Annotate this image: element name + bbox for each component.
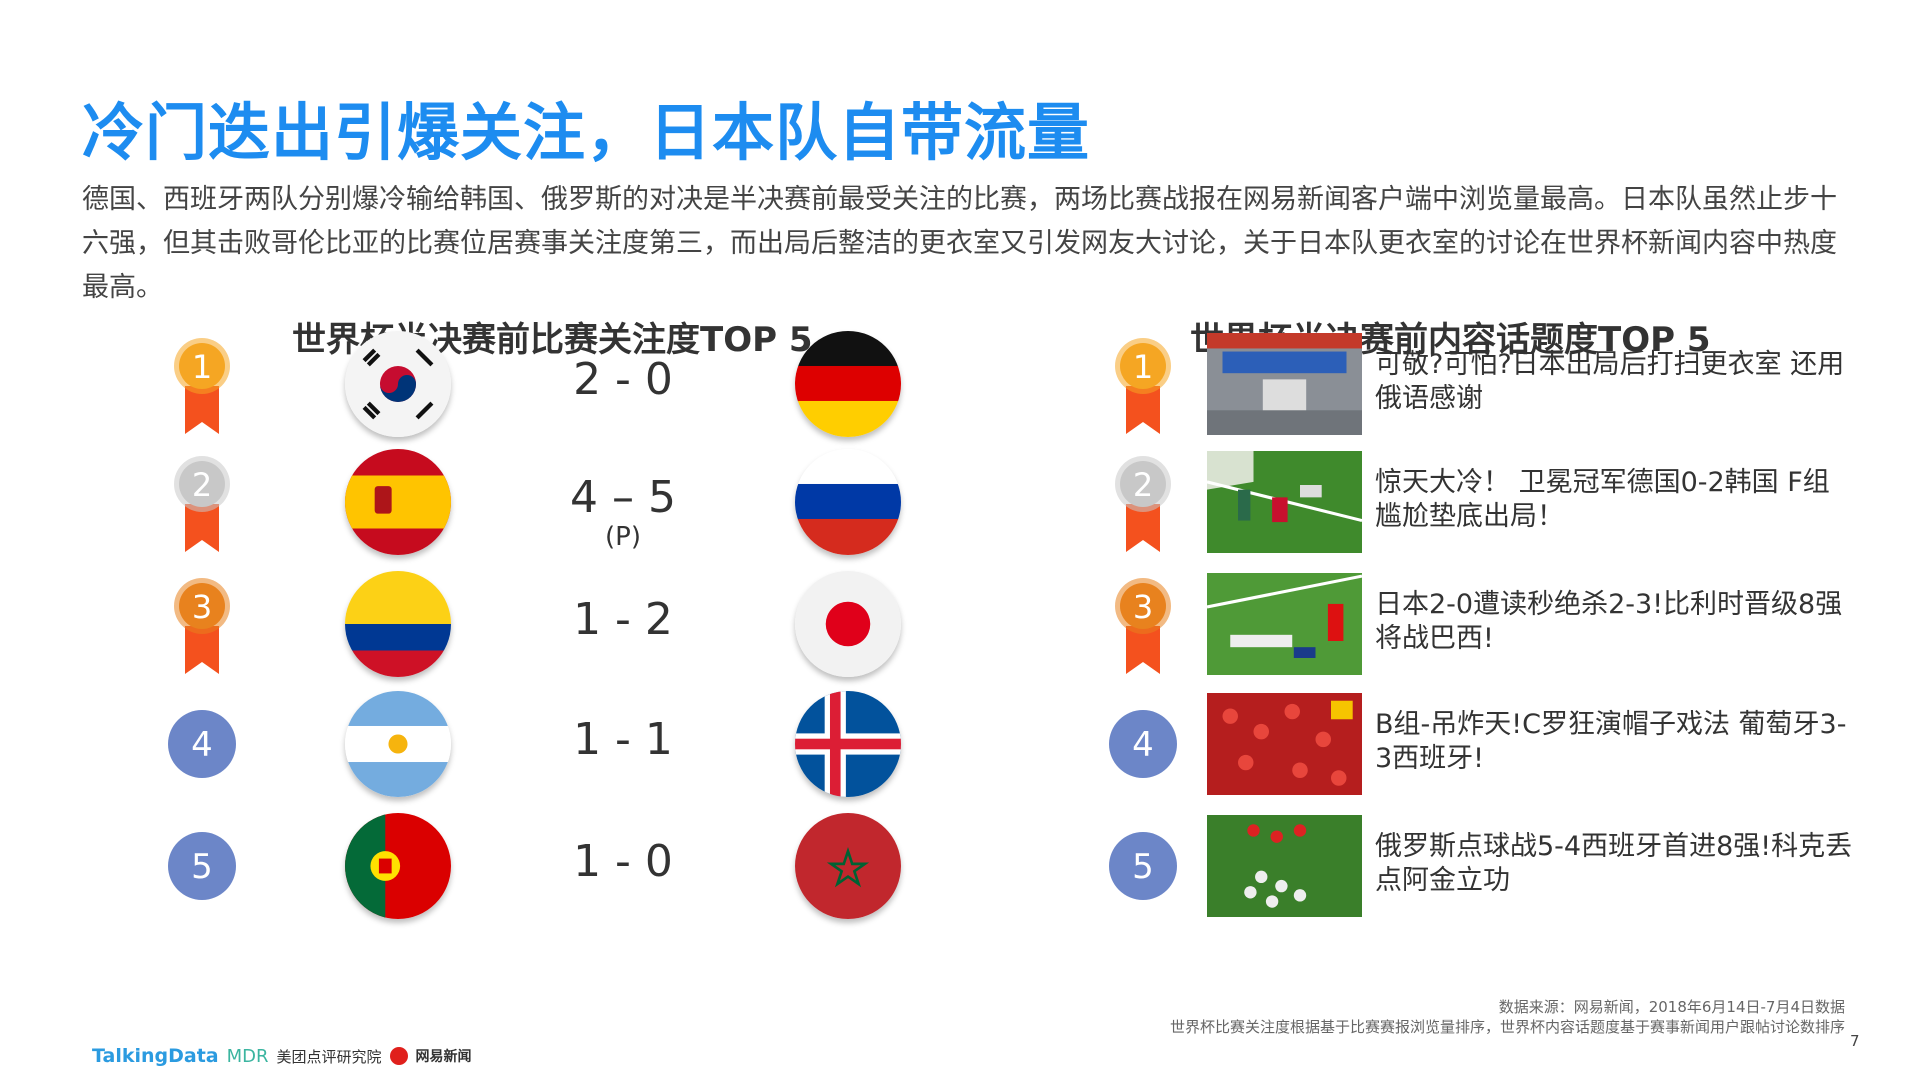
rank-number: 1 (1133, 348, 1153, 386)
news-headline[interactable]: 可敬?可怕?日本出局后打扫更衣室 还用俄语感谢 (1375, 349, 1845, 414)
news-headline[interactable]: B组-吊炸天!C罗狂演帽子戏法 葡萄牙3-3西班牙! (1375, 709, 1847, 774)
news-thumbnail[interactable] (1207, 693, 1362, 795)
rank-medal-4: 4 (167, 694, 236, 794)
talkingdata-logo: TalkingData (92, 1045, 219, 1067)
rank-medal-1: 1 (1112, 336, 1174, 436)
news-thumbnail[interactable] (1207, 815, 1362, 917)
news-thumbnail[interactable] (1207, 333, 1362, 435)
source-note: 数据来源：网易新闻，2018年6月14日-7月4日数据 (1498, 998, 1845, 1016)
rank-number: 2 (1133, 466, 1153, 504)
ranking-note: 世界杯比赛关注度根据基于比赛赛报浏览量排序，世界杯内容话题度基于赛事新闻用户跟帖… (1169, 1018, 1845, 1036)
germany-flag (795, 331, 901, 437)
rank-medal-4: 4 (1108, 694, 1177, 794)
rank-medal-3: 3 (171, 576, 233, 676)
match-score: 1 - 0 (573, 836, 673, 887)
japan-flag (795, 571, 901, 677)
rank-number: 4 (191, 725, 213, 765)
netease-logo: 网易新闻 (415, 1049, 472, 1065)
netease-icon (389, 1047, 408, 1065)
page-number: 7 (1850, 1032, 1860, 1050)
rank-medal-1: 1 (171, 336, 233, 436)
news-headline[interactable]: 惊天大冷！ 卫冕冠军德国0-2韩国 F组尴尬垫底出局！ (1375, 467, 1830, 532)
meituan-logo: 美团点评研究院 (276, 1047, 382, 1066)
logo-bar: TalkingData MDR 美团点评研究院 网易新闻 (92, 1045, 472, 1067)
argentina-flag (345, 691, 451, 797)
colombia-flag (345, 571, 451, 677)
rank-number: 1 (192, 348, 212, 386)
mdr-logo: MDR (226, 1045, 269, 1067)
page-title: 冷门迭出引爆关注，日本队自带流量 (82, 96, 1091, 169)
match-score: 4 – 5 (570, 472, 676, 523)
rank-medal-2: 2 (171, 454, 233, 554)
intro-paragraph: 德国、西班牙两队分别爆冷输给韩国、俄罗斯的对决是半决赛前最受关注的比赛，两场比赛… (82, 184, 1837, 303)
rank-medal-3: 3 (1112, 576, 1174, 676)
match-score: 2 - 0 (573, 354, 673, 405)
portugal-flag (345, 813, 451, 919)
russia-flag (795, 449, 901, 555)
morocco-flag (795, 813, 901, 919)
korea-flag (345, 331, 451, 437)
iceland-flag (795, 691, 901, 797)
rank-number: 5 (191, 847, 213, 887)
spain-flag (345, 449, 451, 555)
news-headline[interactable]: 日本2-0遭读秒绝杀2-3!比利时晋级8强将战巴西! (1375, 589, 1843, 654)
match-score: 1 - 2 (573, 594, 673, 645)
news-headline[interactable]: 俄罗斯点球战5-4西班牙首进8强!科克丢点阿金立功 (1375, 831, 1853, 896)
news-thumbnail[interactable] (1207, 451, 1362, 553)
rank-number: 3 (192, 588, 212, 626)
rank-number: 5 (1132, 847, 1154, 887)
match-score: 1 - 1 (573, 714, 673, 765)
penalty-note: (P) (605, 522, 641, 552)
rank-number: 3 (1133, 588, 1153, 626)
news-thumbnail[interactable] (1207, 573, 1362, 675)
rank-number: 4 (1132, 725, 1154, 765)
rank-number: 2 (192, 466, 212, 504)
rank-medal-5: 5 (167, 816, 236, 916)
rank-medal-5: 5 (1108, 816, 1177, 916)
rank-medal-2: 2 (1112, 454, 1174, 554)
